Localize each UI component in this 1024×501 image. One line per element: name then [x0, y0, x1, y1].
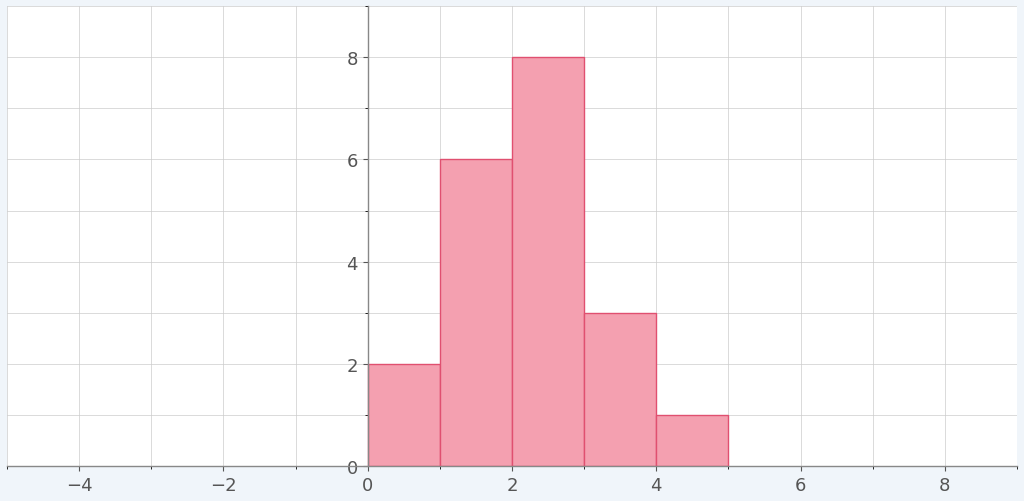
Bar: [512, 58, 584, 466]
Bar: [584, 313, 656, 466]
Bar: [440, 160, 512, 466]
Bar: [656, 415, 728, 466]
Bar: [368, 364, 440, 466]
